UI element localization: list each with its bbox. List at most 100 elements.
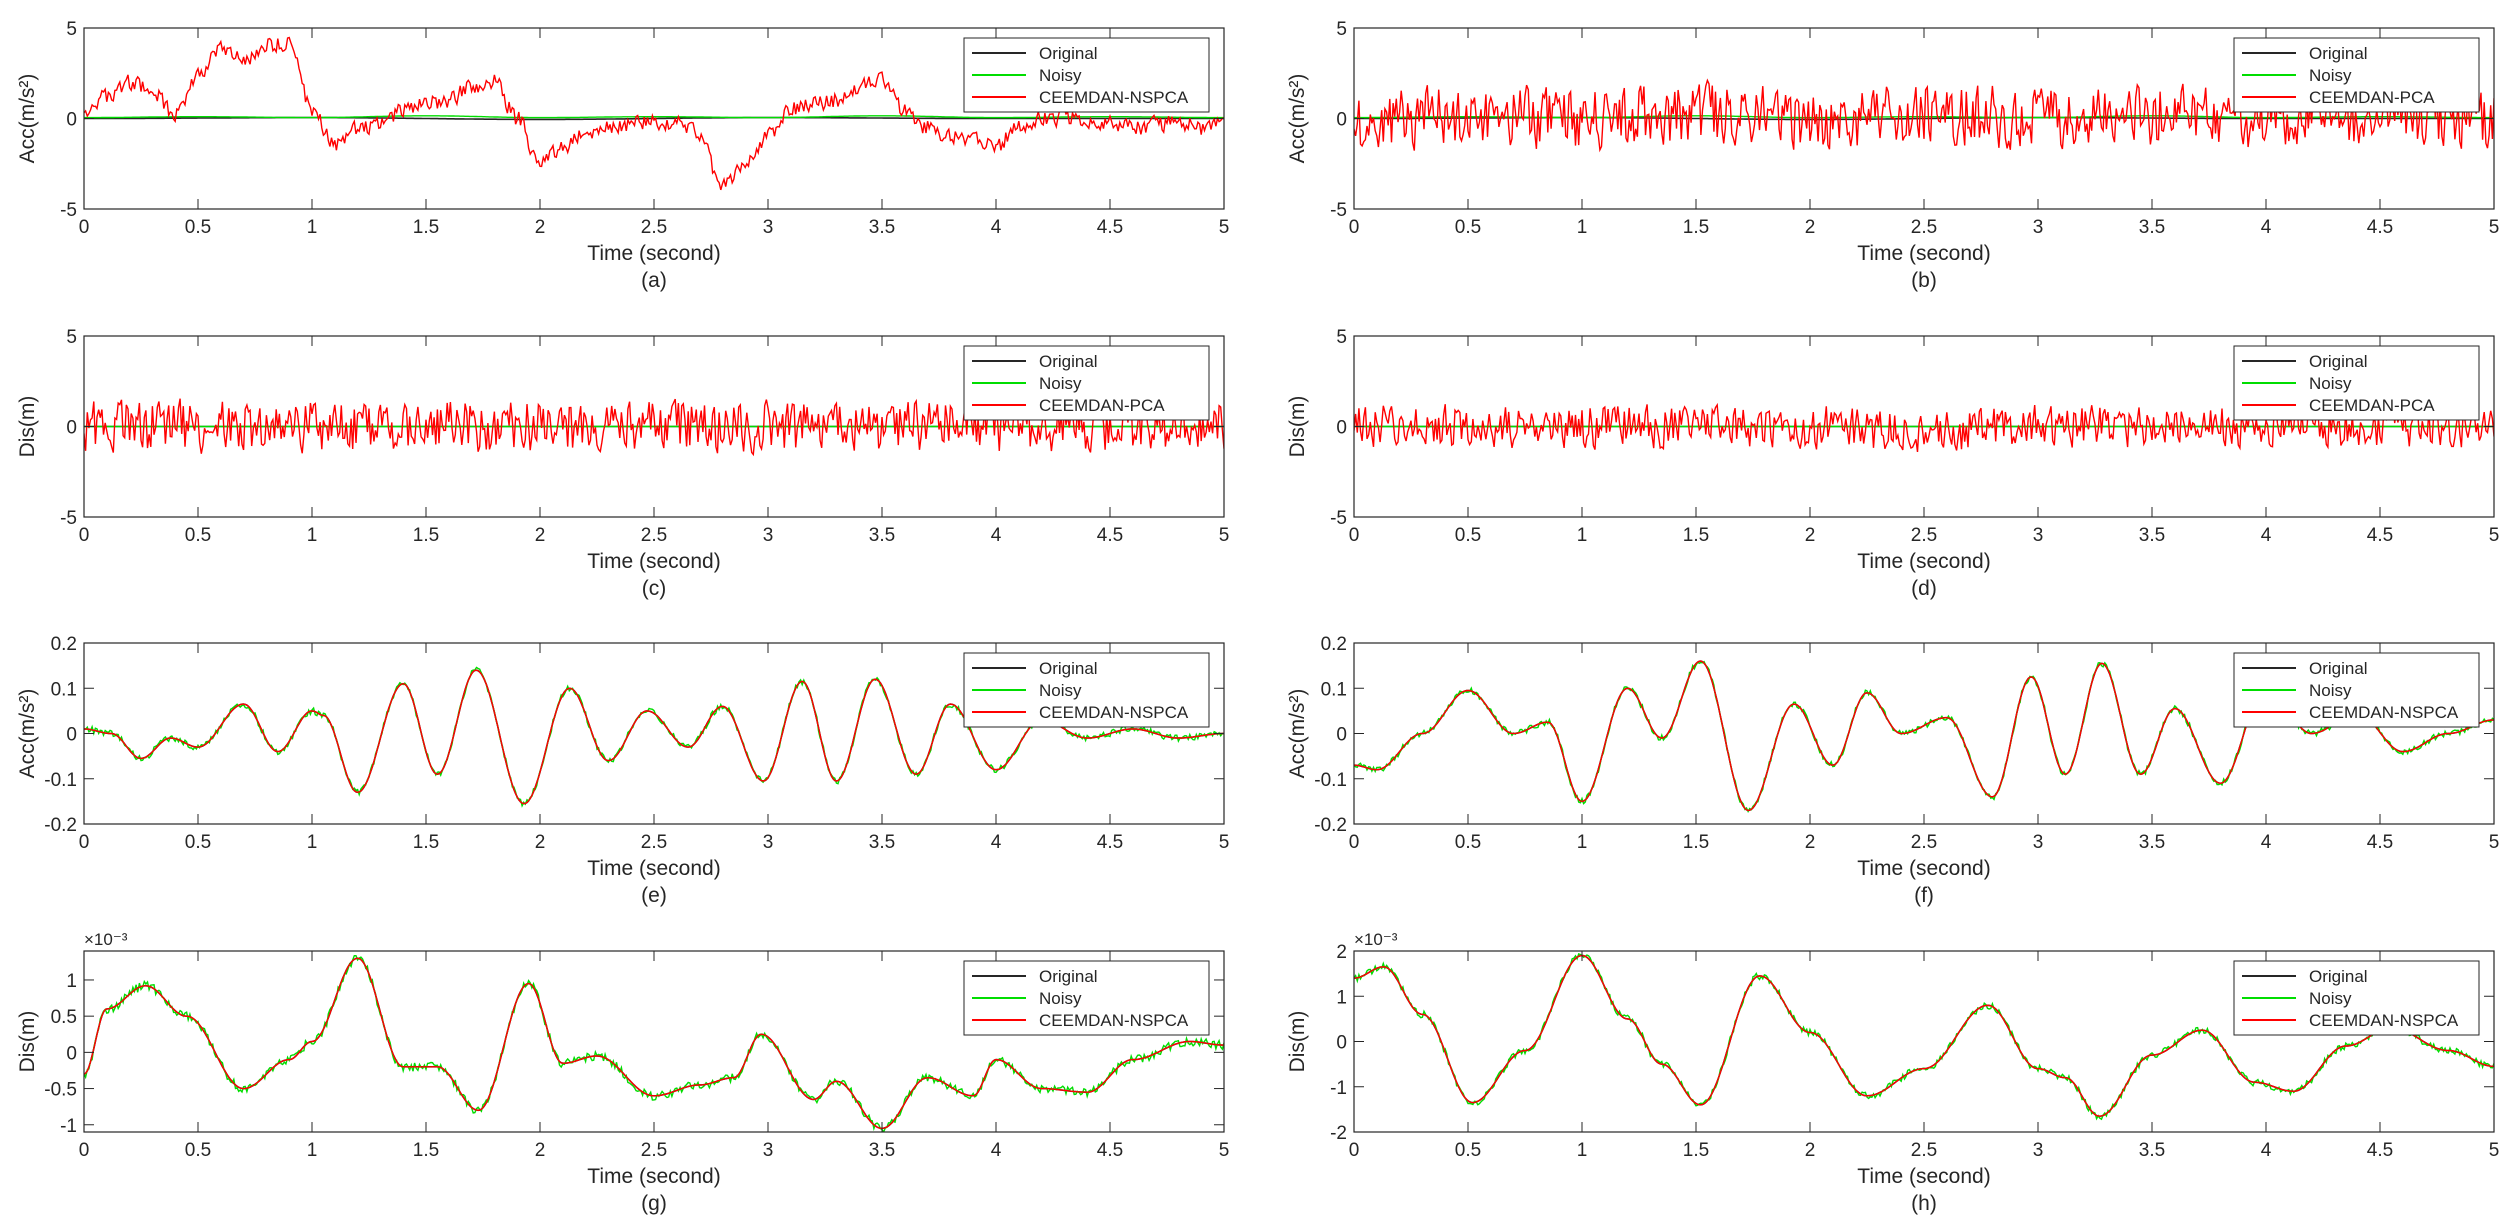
x-tick-label-g: 1 bbox=[307, 1140, 318, 1161]
x-tick-label-f: 4.5 bbox=[2367, 832, 2393, 853]
legend-entry-c: CEEMDAN-PCA bbox=[1039, 396, 1165, 415]
x-tick-label-d: 3 bbox=[2033, 525, 2044, 546]
panel-g: 0 0.5 1 1.5 2 2.5 3 3.5 4 4.5 5 -1 -0.5 0 0.5 1 Time (se… bbox=[16, 930, 1229, 1215]
x-tick-label-g: 0 bbox=[79, 1140, 90, 1161]
x-tick-label-a: 4.5 bbox=[1097, 217, 1123, 238]
x-tick-label-e: 0 bbox=[79, 832, 90, 853]
x-tick-label-c: 4 bbox=[991, 525, 1002, 546]
y-tick-label-f: 0.2 bbox=[1321, 634, 1347, 655]
legend-e: Original Noisy CEEMDAN-NSPCA bbox=[963, 652, 1210, 728]
y-axis-label-f: Acc(m/s²) bbox=[1286, 689, 1309, 779]
y-axis-label-c: Dis(m) bbox=[16, 396, 39, 458]
x-axis-label-g: Time (second) bbox=[587, 1165, 720, 1188]
series-noisy-g bbox=[84, 955, 1224, 1132]
y-tick-label-g: 1 bbox=[66, 971, 77, 992]
legend-entry-b: Noisy bbox=[2309, 66, 2352, 85]
x-tick-label-h: 0.5 bbox=[1455, 1140, 1481, 1161]
y-tick-label-c: 5 bbox=[66, 327, 77, 348]
y-axis-label-h: Dis(m) bbox=[1286, 1011, 1309, 1073]
x-tick-label-e: 1 bbox=[307, 832, 318, 853]
legend-entry-f: CEEMDAN-NSPCA bbox=[2309, 703, 2459, 722]
y-axis-label-g: Dis(m) bbox=[16, 1011, 39, 1073]
x-tick-label-c: 1.5 bbox=[413, 525, 439, 546]
y-tick-label-e: 0 bbox=[66, 725, 77, 746]
x-tick-label-b: 2.5 bbox=[1911, 217, 1937, 238]
legend-entry-h: CEEMDAN-NSPCA bbox=[2309, 1011, 2459, 1030]
x-tick-label-h: 2 bbox=[1805, 1140, 1816, 1161]
legend-entry-f: Noisy bbox=[2309, 681, 2352, 700]
plot-area-a bbox=[84, 36, 1224, 191]
x-tick-label-f: 3 bbox=[2033, 832, 2044, 853]
x-tick-label-e: 4 bbox=[991, 832, 1002, 853]
legend-entry-h: Noisy bbox=[2309, 989, 2352, 1008]
y-tick-label-b: -5 bbox=[1330, 200, 1347, 221]
x-tick-label-b: 1 bbox=[1577, 217, 1588, 238]
x-tick-label-h: 5 bbox=[2489, 1140, 2500, 1161]
y-tick-label-a: 0 bbox=[66, 110, 77, 131]
y-tick-label-h: 2 bbox=[1336, 942, 1347, 963]
x-axis-label-b: Time (second) bbox=[1857, 242, 1990, 265]
y-tick-label-e: 0.2 bbox=[51, 634, 77, 655]
x-tick-label-c: 5 bbox=[1219, 525, 1230, 546]
y-tick-label-d: -5 bbox=[1330, 508, 1347, 529]
x-tick-label-b: 1.5 bbox=[1683, 217, 1709, 238]
x-tick-label-b: 3.5 bbox=[2139, 217, 2165, 238]
x-tick-label-a: 3 bbox=[763, 217, 774, 238]
legend-entry-g: Original bbox=[1039, 967, 1098, 986]
x-axis-label-e: Time (second) bbox=[587, 857, 720, 880]
x-tick-label-a: 0.5 bbox=[185, 217, 211, 238]
legend-entry-g: Noisy bbox=[1039, 989, 1082, 1008]
panel-h: 0 0.5 1 1.5 2 2.5 3 3.5 4 4.5 5 -2 -1 0 1 2 Time (second… bbox=[1286, 930, 2499, 1215]
x-tick-label-g: 3.5 bbox=[869, 1140, 895, 1161]
panel-label-e: (e) bbox=[641, 884, 667, 907]
x-tick-label-c: 2.5 bbox=[641, 525, 667, 546]
legend-entry-e: CEEMDAN-NSPCA bbox=[1039, 703, 1189, 722]
x-tick-label-h: 4 bbox=[2261, 1140, 2272, 1161]
x-tick-label-c: 0 bbox=[79, 525, 90, 546]
legend-entry-b: CEEMDAN-PCA bbox=[2309, 88, 2435, 107]
x-tick-label-c: 3 bbox=[763, 525, 774, 546]
x-tick-label-g: 1.5 bbox=[413, 1140, 439, 1161]
panel-label-b: (b) bbox=[1911, 269, 1937, 292]
x-axis-label-f: Time (second) bbox=[1857, 857, 1990, 880]
legend-entry-e: Noisy bbox=[1039, 681, 1082, 700]
legend-entry-d: CEEMDAN-PCA bbox=[2309, 396, 2435, 415]
x-tick-label-b: 5 bbox=[2489, 217, 2500, 238]
panel-label-g: (g) bbox=[641, 1192, 667, 1215]
x-tick-label-g: 0.5 bbox=[185, 1140, 211, 1161]
x-tick-label-f: 2 bbox=[1805, 832, 1816, 853]
legend-entry-h: Original bbox=[2309, 967, 2368, 986]
y-tick-label-h: 1 bbox=[1336, 987, 1347, 1008]
x-tick-label-d: 4 bbox=[2261, 525, 2272, 546]
x-tick-label-a: 1.5 bbox=[413, 217, 439, 238]
legend-c: Original Noisy CEEMDAN-PCA bbox=[963, 345, 1210, 421]
panel-label-f: (f) bbox=[1914, 884, 1934, 907]
x-tick-label-d: 2 bbox=[1805, 525, 1816, 546]
y-tick-label-a: 5 bbox=[66, 19, 77, 40]
x-tick-label-d: 1 bbox=[1577, 525, 1588, 546]
series-denoised-c bbox=[84, 397, 1224, 457]
legend-g: Original Noisy CEEMDAN-NSPCA bbox=[963, 960, 1210, 1036]
x-tick-label-f: 3.5 bbox=[2139, 832, 2165, 853]
x-tick-label-b: 2 bbox=[1805, 217, 1816, 238]
legend-entry-c: Noisy bbox=[1039, 374, 1082, 393]
legend-entry-d: Original bbox=[2309, 352, 2368, 371]
y-axis-label-a: Acc(m/s²) bbox=[16, 74, 39, 164]
y-tick-label-f: -0.2 bbox=[1314, 815, 1347, 836]
y-tick-label-b: 5 bbox=[1336, 19, 1347, 40]
y-tick-label-f: 0 bbox=[1336, 725, 1347, 746]
legend-f: Original Noisy CEEMDAN-NSPCA bbox=[2233, 652, 2480, 728]
plot-area-c bbox=[84, 397, 1224, 457]
plot-area-b bbox=[1354, 78, 2494, 153]
x-tick-label-b: 3 bbox=[2033, 217, 2044, 238]
y-tick-label-h: -1 bbox=[1330, 1078, 1347, 1099]
y-tick-label-a: -5 bbox=[60, 200, 77, 221]
x-tick-label-g: 5 bbox=[1219, 1140, 1230, 1161]
plot-area-d bbox=[1354, 402, 2494, 452]
x-tick-label-e: 0.5 bbox=[185, 832, 211, 853]
x-tick-label-e: 1.5 bbox=[413, 832, 439, 853]
